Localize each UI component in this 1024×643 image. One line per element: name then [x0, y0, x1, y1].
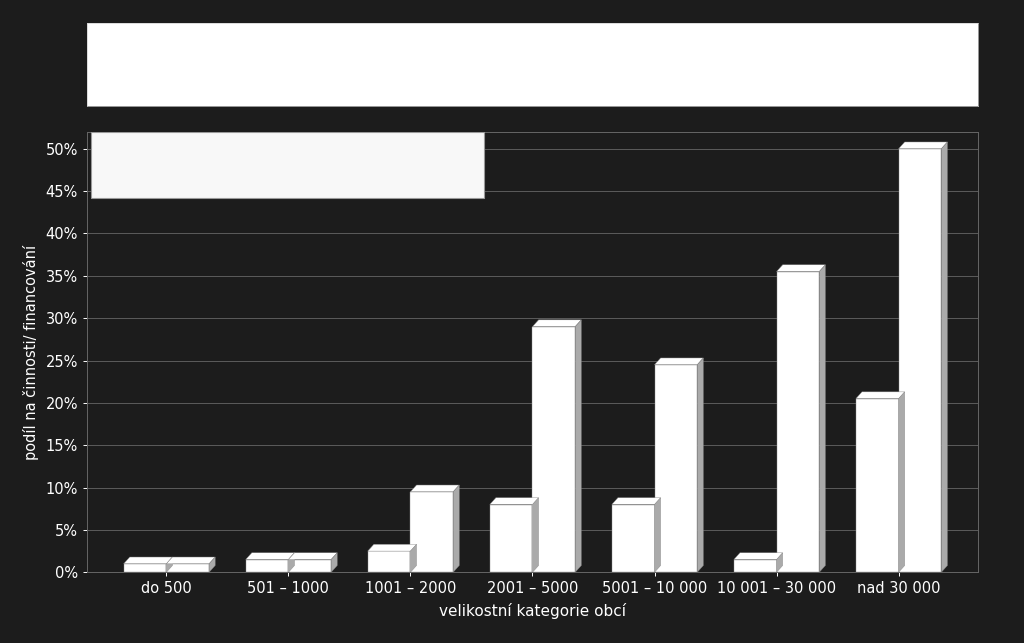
- Polygon shape: [654, 358, 703, 365]
- Bar: [899, 149, 941, 572]
- Bar: [611, 505, 654, 572]
- Polygon shape: [246, 553, 295, 559]
- Polygon shape: [166, 557, 172, 572]
- Polygon shape: [331, 553, 337, 572]
- Polygon shape: [776, 265, 825, 271]
- Polygon shape: [819, 265, 825, 572]
- Polygon shape: [532, 498, 539, 572]
- Bar: [856, 399, 899, 572]
- Bar: [734, 559, 776, 572]
- Bar: [411, 492, 454, 572]
- Polygon shape: [611, 498, 660, 505]
- Polygon shape: [654, 498, 660, 572]
- Polygon shape: [575, 320, 582, 572]
- Polygon shape: [411, 485, 459, 492]
- Polygon shape: [899, 142, 947, 149]
- Polygon shape: [856, 392, 904, 399]
- Bar: [368, 551, 411, 572]
- Bar: [489, 505, 532, 572]
- Polygon shape: [734, 553, 782, 559]
- Polygon shape: [941, 142, 947, 572]
- Polygon shape: [454, 485, 459, 572]
- Bar: [289, 559, 331, 572]
- Polygon shape: [209, 557, 215, 572]
- Polygon shape: [166, 557, 215, 564]
- Polygon shape: [289, 553, 295, 572]
- Bar: [654, 365, 697, 572]
- Polygon shape: [289, 553, 337, 559]
- Polygon shape: [368, 545, 417, 551]
- Bar: [124, 564, 166, 572]
- Bar: [166, 564, 209, 572]
- Polygon shape: [697, 358, 703, 572]
- Polygon shape: [124, 557, 172, 564]
- Bar: [776, 271, 819, 572]
- Polygon shape: [532, 320, 582, 327]
- Polygon shape: [489, 498, 539, 505]
- Bar: [246, 559, 289, 572]
- Bar: [532, 327, 575, 572]
- Polygon shape: [411, 545, 417, 572]
- FancyBboxPatch shape: [91, 132, 483, 198]
- X-axis label: velikostní kategorie obcí: velikostní kategorie obcí: [439, 603, 626, 619]
- Polygon shape: [899, 392, 904, 572]
- Polygon shape: [776, 553, 782, 572]
- Y-axis label: podíl na činnosti/ financování: podíl na činnosti/ financování: [23, 244, 39, 460]
